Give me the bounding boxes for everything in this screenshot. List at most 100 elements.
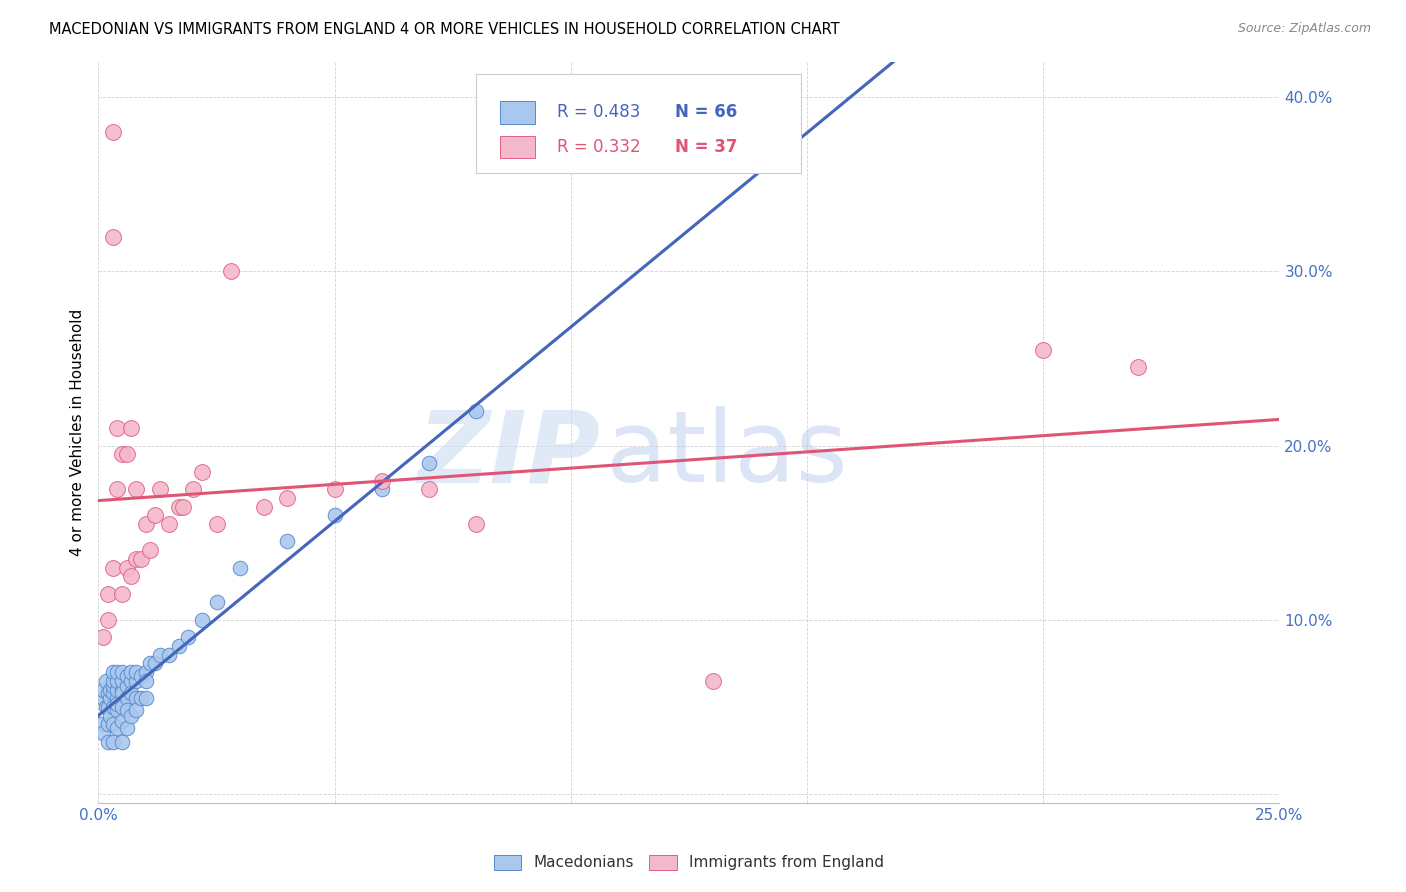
Point [129,691,152,706]
Point [157,517,180,532]
Point [167,500,190,514]
Text: MACEDONIAN VS IMMIGRANTS FROM ENGLAND 4 OR MORE VEHICLES IN HOUSEHOLD CORRELATIO: MACEDONIAN VS IMMIGRANTS FROM ENGLAND 4 … [49,22,839,37]
Point [371,474,394,488]
Point [219,264,242,278]
Point [105,673,128,688]
Point [97,735,120,749]
Point [135,673,157,688]
Text: N = 66: N = 66 [675,103,737,121]
FancyBboxPatch shape [501,102,536,123]
Text: R = 0.332: R = 0.332 [557,137,640,156]
Point [105,665,128,680]
Point [115,691,138,706]
Point [135,517,157,532]
Point [139,543,162,558]
FancyBboxPatch shape [477,73,801,174]
Point [105,482,128,496]
Point [97,613,120,627]
Point [253,500,276,514]
Point [115,679,138,693]
Point [465,404,488,418]
Point [111,714,134,728]
Point [135,665,157,680]
Point [105,682,128,697]
Point [121,569,143,583]
Point [191,613,214,627]
Point [172,500,194,514]
Point [101,560,124,574]
Point [125,665,148,680]
Point [465,517,488,532]
Point [111,682,134,697]
Point [111,587,134,601]
Point [90,717,112,731]
Point [276,491,298,505]
Point [115,721,138,735]
Point [91,726,114,740]
FancyBboxPatch shape [501,136,536,158]
Point [111,665,134,680]
Point [111,447,134,461]
Y-axis label: 4 or more Vehicles in Household: 4 or more Vehicles in Household [70,309,86,557]
Point [91,691,114,706]
Point [418,482,440,496]
Point [101,665,124,680]
Point [101,679,124,693]
Point [125,703,148,717]
Point [167,639,190,653]
Point [177,630,200,644]
Point [101,229,124,244]
Point [115,560,138,574]
Point [94,673,117,688]
Text: R = 0.483: R = 0.483 [557,103,640,121]
Point [143,508,166,523]
Point [191,465,214,479]
Point [98,691,121,706]
Point [97,587,120,601]
Point [323,508,346,523]
Point [323,482,346,496]
Point [105,691,128,706]
Point [101,700,124,714]
Point [121,421,143,435]
Text: ZIP: ZIP [418,407,600,503]
Point [105,703,128,717]
Point [121,673,143,688]
Point [91,630,114,644]
Point [111,735,134,749]
Point [205,595,228,609]
Text: N = 37: N = 37 [675,137,737,156]
Point [125,673,148,688]
Point [115,668,138,682]
Point [205,517,228,532]
Point [111,673,134,688]
Point [115,447,138,461]
Point [121,686,143,700]
Point [121,708,143,723]
Point [101,686,124,700]
Text: Source: ZipAtlas.com: Source: ZipAtlas.com [1237,22,1371,36]
Point [371,482,394,496]
Point [115,703,138,717]
Point [98,708,121,723]
Point [1126,360,1149,375]
Point [98,682,121,697]
Point [111,686,134,700]
Point [111,700,134,714]
Point [97,686,120,700]
Point [135,691,157,706]
Legend: Macedonians, Immigrants from England: Macedonians, Immigrants from England [488,848,890,877]
Point [702,673,724,688]
Point [125,552,148,566]
Point [129,668,152,682]
Point [101,717,124,731]
Text: atlas: atlas [606,407,848,503]
Point [105,721,128,735]
Point [105,421,128,435]
Point [94,700,117,714]
Point [121,665,143,680]
Point [149,482,172,496]
Point [97,717,120,731]
Point [101,125,124,139]
Point [125,482,148,496]
